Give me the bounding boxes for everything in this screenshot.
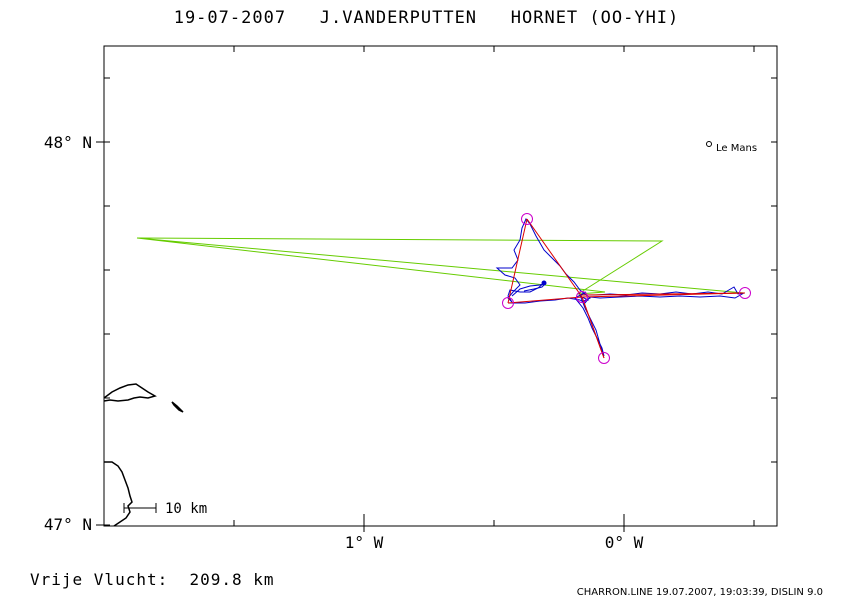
lat-ticks [96, 46, 777, 532]
task-legs [507, 218, 746, 359]
turnpoint [739, 287, 751, 299]
lat-label-47: 47° N [44, 515, 92, 534]
turnpoint [502, 297, 514, 309]
gps-track [495, 218, 745, 357]
map-frame [103, 45, 778, 527]
coastline [103, 383, 184, 527]
turnpoint [521, 213, 533, 225]
scale-label: 10 km [165, 501, 207, 517]
credit-line: CHARRON.LINE 19.07.2007, 19:03:39, DISLI… [576, 587, 823, 598]
green-route [136, 237, 745, 295]
lon-label-0w: 0° W [605, 533, 644, 552]
lat-label-48: 48° N [44, 133, 92, 152]
turnpoint [598, 352, 610, 364]
distance-label: Vrije Vlucht: 209.8 km [30, 570, 275, 589]
city-marker [706, 141, 712, 147]
city-label: Le Mans [716, 143, 757, 154]
track-dot [541, 280, 547, 286]
turnpoint [576, 291, 588, 303]
scale-bar [123, 503, 157, 513]
lon-label-1w: 1° W [345, 533, 384, 552]
map-title: 19-07-2007 J.VANDERPUTTEN HORNET (OO-YHI… [173, 8, 680, 28]
gps-track-loop [511, 282, 547, 297]
turnpoints [502, 213, 751, 364]
